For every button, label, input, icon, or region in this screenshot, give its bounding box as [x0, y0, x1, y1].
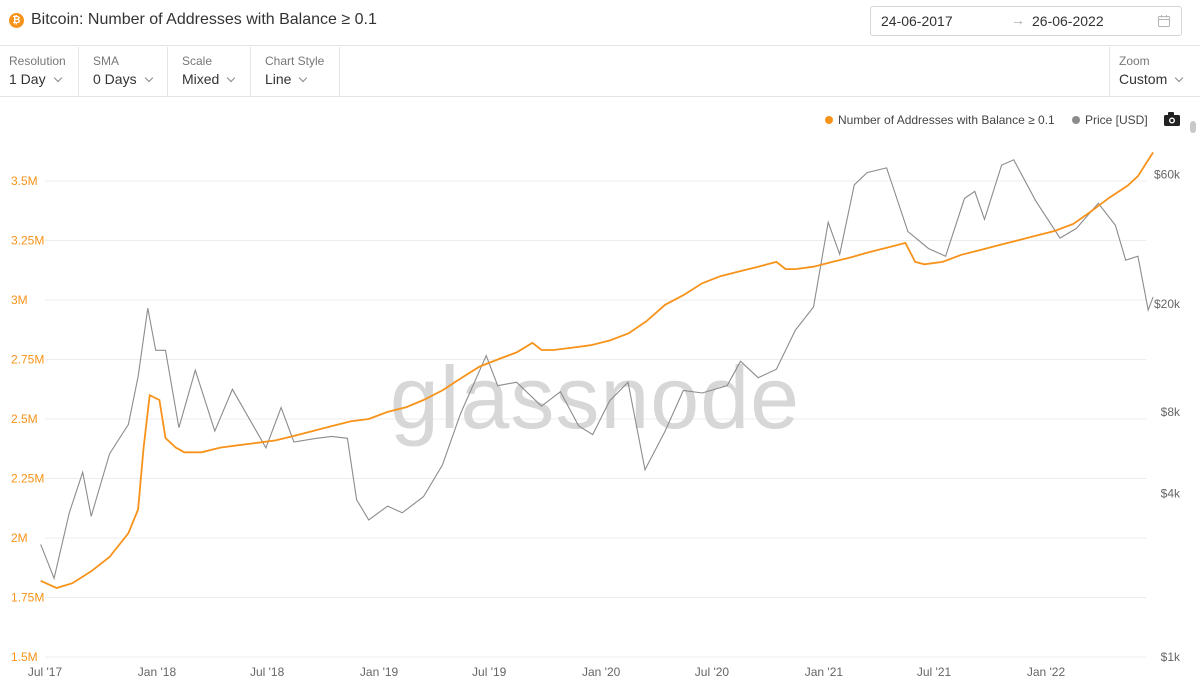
date-start-input[interactable]: 24-06-2017 [881, 13, 953, 29]
resolution-dropdown[interactable]: Resolution 1 Day [0, 47, 79, 97]
watermark: glassnode [390, 348, 800, 447]
page-title: Bitcoin: Number of Addresses with Balanc… [31, 11, 377, 28]
y-right-tick-label: $4k [1161, 487, 1181, 501]
toolbar-scrollbar[interactable] [1188, 95, 1198, 143]
series-line-price [40, 159, 1154, 581]
x-tick-label: Jan '20 [582, 665, 621, 679]
chevron-down-icon [1174, 73, 1184, 83]
y-axis-right: $1k $4k $8k $20k $60k [1154, 168, 1181, 664]
y-right-tick-label: $8k [1161, 405, 1181, 419]
y-right-tick-label: $20k [1154, 297, 1181, 311]
gridlines [45, 180, 1146, 658]
y-axis-left: 1.5M 1.75M 2M 2.25M 2.5M 2.75M 3M 3.25M 3.5M [11, 174, 44, 664]
x-tick-label: Jul '19 [472, 665, 507, 679]
chevron-down-icon [53, 73, 62, 83]
chevron-down-icon [144, 73, 153, 83]
chart-style-value: Line [265, 71, 292, 87]
legend-dot-addresses [825, 116, 833, 124]
sma-dropdown[interactable]: SMA 0 Days [79, 47, 168, 97]
x-axis: Jul '17 Jan '18 Jul '18 Jan '19 Jul '19 Jan '… [28, 665, 1066, 679]
y-left-tick-label: 3.25M [11, 234, 44, 248]
chart-area: glassnode 1.5M 1.75M 2M 2.25M 2.5M 2.75M 3M 3.2… [0, 98, 1200, 692]
bitcoin-icon: ₿ [9, 13, 24, 28]
legend-item-price[interactable]: Price [USD] [1072, 113, 1148, 127]
legend: Number of Addresses with Balance ≥ 0.1 P… [825, 113, 1148, 127]
arrow-right-icon: → [1011, 12, 1025, 28]
y-left-tick-label: 2.5M [11, 412, 38, 426]
sma-label: SMA [93, 54, 120, 68]
x-tick-label: Jul '21 [917, 665, 952, 679]
camera-icon[interactable] [1164, 112, 1180, 126]
x-tick-label: Jan '21 [805, 665, 844, 679]
chart-toolbar: Resolution 1 Day SMA 0 Days Scale Mixed … [0, 47, 1200, 133]
scrollbar-thumb[interactable] [1190, 121, 1196, 133]
scale-dropdown[interactable]: Scale Mixed [168, 47, 251, 97]
y-left-tick-label: 3M [11, 293, 28, 307]
legend-label-price: Price [USD] [1085, 113, 1148, 127]
scale-label: Scale [182, 54, 213, 68]
legend-dot-price [1072, 116, 1080, 124]
legend-item-addresses[interactable]: Number of Addresses with Balance ≥ 0.1 [825, 113, 1055, 127]
sma-value: 0 Days [93, 71, 137, 87]
calendar-icon[interactable] [1157, 14, 1171, 28]
y-left-tick-label: 1.5M [11, 650, 38, 664]
x-tick-label: Jul '18 [250, 665, 285, 679]
y-left-tick-label: 2.25M [11, 472, 44, 486]
date-end-input[interactable]: 26-06-2022 [1032, 13, 1104, 29]
date-range-picker[interactable]: 24-06-2017 → 26-06-2022 [870, 6, 1182, 36]
zoom-value: Custom [1119, 71, 1168, 87]
chevron-down-icon [227, 73, 236, 83]
chart-style-label: Chart Style [265, 54, 325, 68]
y-left-tick-label: 1.75M [11, 591, 44, 605]
x-tick-label: Jan '22 [1027, 665, 1066, 679]
x-tick-label: Jan '19 [360, 665, 399, 679]
y-left-tick-label: 2M [11, 531, 28, 545]
y-left-tick-label: 2.75M [11, 353, 44, 367]
resolution-value: 1 Day [9, 71, 46, 87]
x-tick-label: Jul '20 [695, 665, 730, 679]
chevron-down-icon [299, 73, 308, 83]
y-left-tick-label: 3.5M [11, 174, 38, 188]
y-right-tick-label: $1k [1161, 650, 1181, 664]
zoom-label: Zoom [1119, 54, 1150, 68]
x-tick-label: Jul '17 [28, 665, 63, 679]
y-right-tick-label: $60k [1154, 168, 1181, 182]
legend-label-addresses: Number of Addresses with Balance ≥ 0.1 [838, 113, 1055, 127]
title-bar: ₿ Bitcoin: Number of Addresses with Bala… [0, 0, 1200, 46]
chart-svg: glassnode 1.5M 1.75M 2M 2.25M 2.5M 2.75M 3M 3.2… [11, 112, 1181, 679]
scale-value: Mixed [182, 71, 220, 87]
zoom-dropdown[interactable]: Zoom Custom [1109, 47, 1188, 97]
x-tick-label: Jan '18 [138, 665, 177, 679]
chart-style-dropdown[interactable]: Chart Style Line [251, 47, 340, 97]
resolution-label: Resolution [9, 54, 66, 68]
series-line-addresses [40, 151, 1154, 589]
